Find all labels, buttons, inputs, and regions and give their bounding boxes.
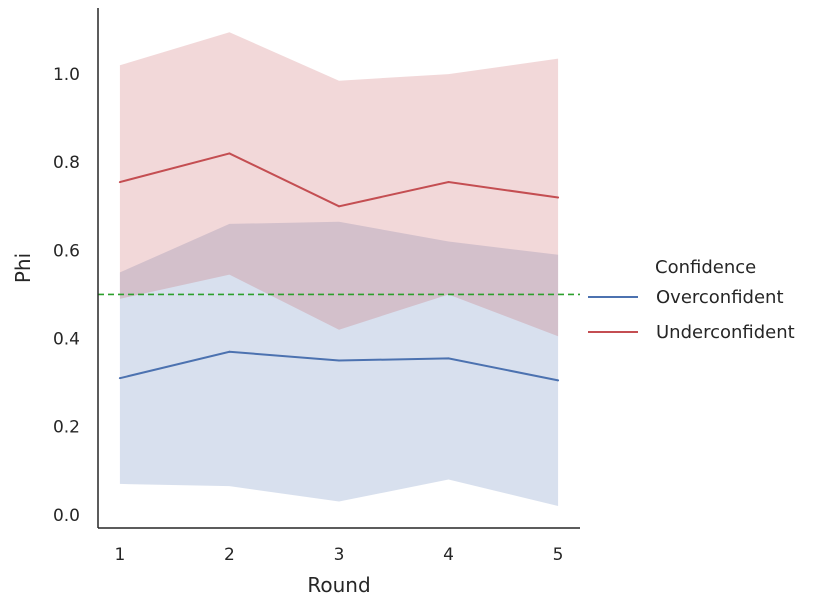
y-tick-label: 0.2 (53, 418, 80, 438)
point-overconfident-4 (447, 357, 450, 360)
x-axis-title: Round (307, 573, 370, 597)
legend-title: Confidence (655, 257, 756, 278)
y-ticks: 0.0 0.2 0.4 0.6 0.8 1.0 (53, 65, 80, 526)
x-tick-label: 4 (443, 545, 454, 565)
point-underconfident-5 (557, 196, 560, 199)
point-overconfident-1 (118, 377, 121, 380)
point-underconfident-3 (338, 205, 340, 208)
band-underconfident (119, 32, 559, 337)
x-tick-label: 2 (224, 545, 235, 565)
y-tick-label: 0.6 (53, 241, 80, 261)
point-overconfident-2 (228, 350, 231, 353)
point-underconfident-1 (118, 181, 121, 184)
y-tick-label: 0.0 (53, 506, 80, 526)
legend: Confidence Overconfident Underconfident (588, 257, 795, 343)
point-overconfident-3 (338, 359, 340, 362)
y-tick-label: 0.4 (53, 330, 80, 350)
x-tick-label: 1 (114, 545, 125, 565)
y-axis-title: Phi (11, 253, 35, 283)
point-underconfident-2 (228, 152, 231, 155)
point-overconfident-5 (557, 379, 560, 382)
confidence-bands (119, 32, 559, 506)
x-ticks: 1 2 3 4 5 (114, 545, 563, 565)
x-tick-label: 5 (553, 545, 564, 565)
y-tick-label: 1.0 (53, 65, 80, 85)
legend-label-overconfident: Overconfident (656, 287, 784, 308)
y-tick-label: 0.8 (53, 153, 80, 173)
series-lines (118, 152, 560, 382)
x-tick-label: 3 (334, 545, 345, 565)
band-overconfident (119, 221, 559, 506)
point-underconfident-4 (447, 181, 450, 184)
legend-label-underconfident: Underconfident (656, 322, 795, 343)
